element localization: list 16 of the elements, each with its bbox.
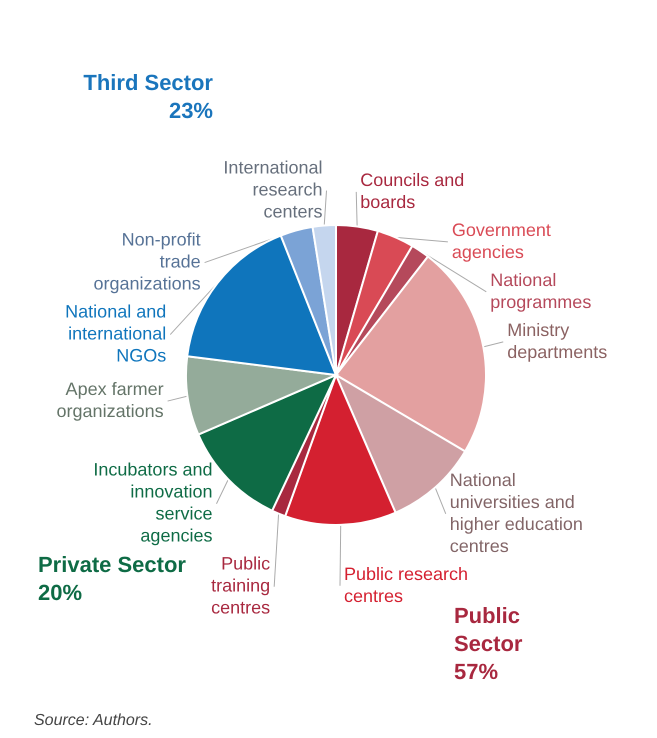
slice-label: International research centers — [223, 158, 323, 222]
slice-label: Apex farmer organizations — [56, 379, 164, 422]
slice-label: Councils and boards — [360, 170, 464, 212]
slice-label: National universities and higher education centres — [450, 470, 583, 556]
slice-label: National programmes — [490, 270, 592, 312]
slice-label: Government agencies — [452, 220, 551, 262]
text: Private Sector 20% — [38, 552, 186, 605]
slice-label: Public research centres — [344, 564, 468, 606]
source-note: Source: Authors. — [34, 712, 153, 729]
slice-label: Public training centres — [211, 554, 270, 618]
slice-label: National and international NGOs — [65, 302, 166, 366]
text: Public Sector 57% — [454, 603, 523, 684]
slice-label: Incubators and innovation service agencies — [93, 460, 212, 546]
slice-label: Ministry departments — [507, 320, 608, 362]
slice-label: Non-profit trade organizations — [94, 230, 201, 294]
text: Third Sector 23% — [83, 70, 214, 123]
